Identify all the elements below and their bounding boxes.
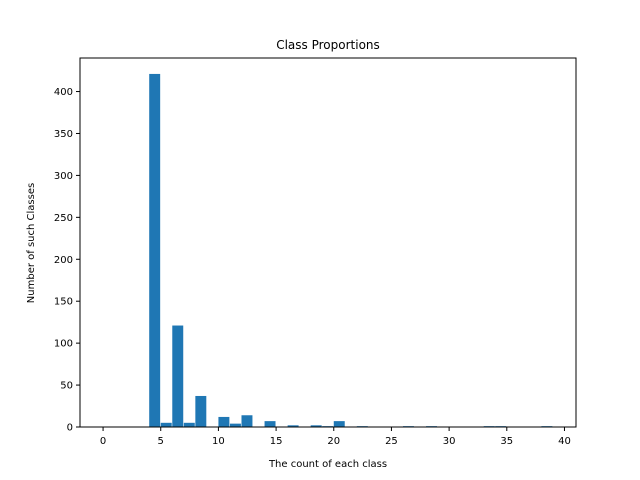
x-tick-label-4: 20 [327, 436, 340, 447]
bar-3 [183, 422, 195, 427]
x-tick-label-2: 10 [212, 436, 225, 447]
bar-6 [218, 416, 230, 427]
y-tick-label-5: 250 [54, 213, 73, 224]
y-tick-label-8: 400 [54, 87, 73, 98]
bar-7 [229, 423, 241, 427]
y-tick-label-4: 200 [54, 255, 73, 266]
chart-title: Class Proportions [276, 38, 380, 52]
x-tick-label-8: 40 [558, 436, 571, 447]
bar-2 [172, 325, 184, 427]
y-tick-label-3: 150 [54, 297, 73, 308]
bar-14 [310, 425, 322, 427]
x-tick-label-7: 35 [500, 436, 513, 447]
plot-frame [79, 57, 577, 428]
x-tick-label-5: 25 [385, 436, 398, 447]
bar-12 [287, 425, 299, 427]
y-tick-label-2: 100 [54, 339, 73, 350]
bar-10 [264, 421, 276, 427]
x-tick-label-0: 0 [100, 436, 106, 447]
x-axis-ticks: 0 5 10 15 20 25 30 35 40 [100, 427, 571, 447]
y-axis-label: Number of such Classes [26, 183, 37, 303]
y-tick-label-1: 50 [60, 381, 73, 392]
x-tick-label-3: 15 [270, 436, 283, 447]
x-tick-label-1: 5 [158, 436, 164, 447]
bar-8 [241, 415, 253, 427]
y-tick-label-6: 300 [54, 171, 73, 182]
bar-4 [195, 395, 207, 427]
y-tick-label-0: 0 [67, 423, 73, 434]
bar-1 [160, 422, 172, 427]
bar-16 [333, 421, 345, 427]
y-axis-ticks: 0 50 100 150 200 250 300 350 400 [54, 87, 80, 434]
y-tick-label-7: 350 [54, 129, 73, 140]
bar-0 [149, 73, 161, 428]
x-tick-label-6: 30 [443, 436, 456, 447]
x-axis-label: The count of each class [268, 459, 387, 470]
